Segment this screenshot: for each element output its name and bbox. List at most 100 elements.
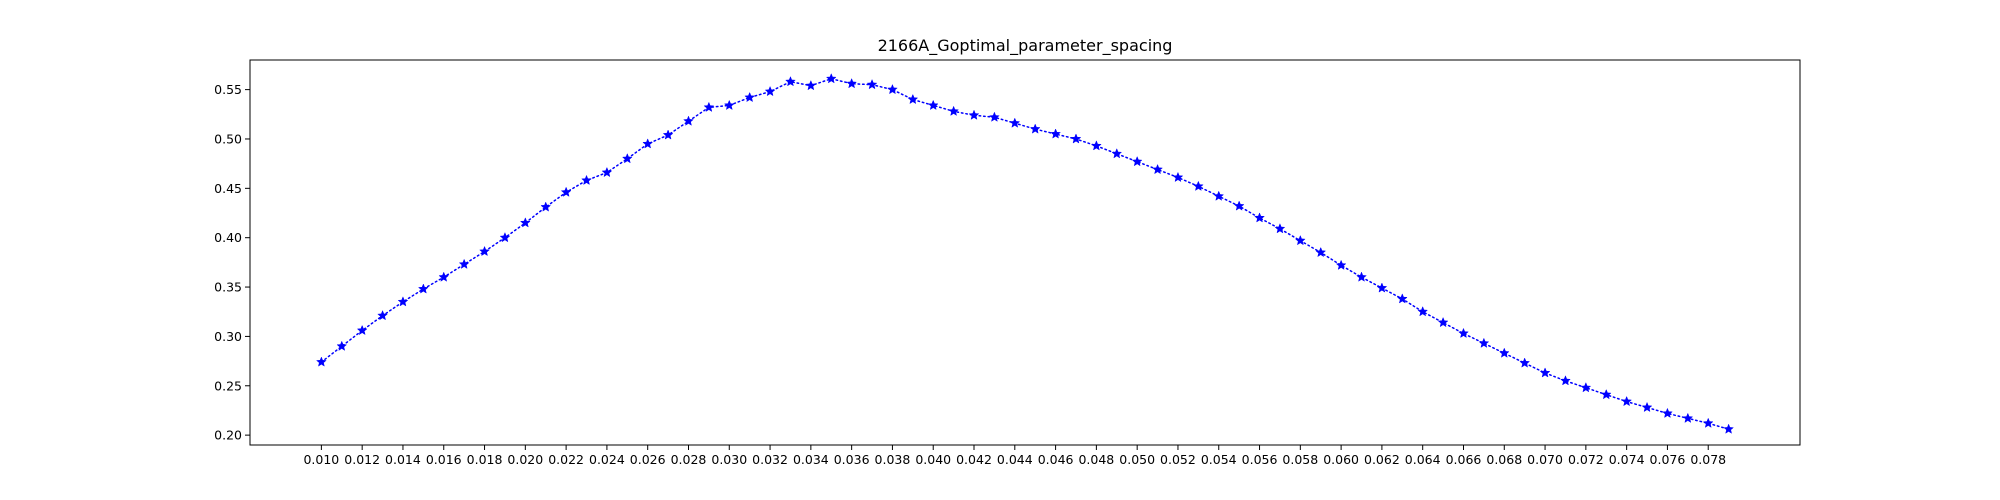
series-line	[320, 77, 1730, 430]
data-point	[479, 245, 490, 257]
x-tick-label: 0.070	[1527, 452, 1563, 467]
data-point	[438, 271, 450, 282]
data-point	[540, 201, 552, 212]
data-point	[1376, 282, 1388, 293]
data-point	[703, 101, 715, 112]
y-tick-label: 0.25	[214, 378, 242, 393]
data-point	[1437, 316, 1449, 328]
y-tick-label: 0.50	[214, 131, 242, 146]
data-point	[1152, 163, 1163, 175]
data-point	[336, 340, 348, 351]
data-point	[499, 232, 511, 243]
data-point	[846, 78, 858, 89]
data-point	[927, 99, 939, 111]
data-point	[1621, 395, 1633, 407]
data-point	[1539, 367, 1551, 378]
x-tick-label: 0.016	[426, 452, 462, 467]
data-point	[1396, 293, 1408, 304]
data-point	[1131, 156, 1143, 167]
data-point	[356, 324, 368, 336]
x-tick-label: 0.010	[303, 452, 339, 467]
x-tick-label: 0.046	[1038, 452, 1074, 467]
x-tick-label: 0.040	[915, 452, 951, 467]
data-point	[764, 85, 776, 97]
data-point	[377, 310, 388, 321]
x-tick-label: 0.038	[875, 452, 911, 467]
x-axis: 0.010 0.012 0.014 0.016 0.018 0.020 0.022 0.024…	[303, 445, 1726, 467]
x-tick-label: 0.066	[1446, 452, 1482, 467]
x-tick-label: 0.012	[344, 452, 380, 467]
data-point	[825, 73, 837, 84]
x-tick-label: 0.042	[956, 452, 992, 467]
data-point	[1090, 140, 1102, 151]
data-point	[519, 217, 531, 228]
data-point	[1213, 190, 1225, 201]
x-tick-label: 0.022	[548, 452, 584, 467]
x-tick-label: 0.030	[711, 452, 747, 467]
x-tick-label: 0.078	[1690, 452, 1726, 467]
data-point	[621, 153, 633, 164]
y-tick-label: 0.30	[214, 329, 242, 344]
data-point	[1560, 375, 1571, 386]
data-point	[642, 138, 654, 149]
data-point	[1702, 417, 1714, 428]
data-point	[805, 79, 817, 91]
data-point	[723, 99, 735, 111]
data-point	[989, 111, 1000, 122]
x-tick-label: 0.074	[1609, 452, 1645, 467]
data-point	[1600, 388, 1612, 400]
data-point	[1254, 212, 1265, 223]
x-tick-label: 0.054	[1201, 452, 1237, 467]
data-point	[1111, 148, 1123, 159]
data-point	[581, 174, 592, 186]
x-tick-label: 0.014	[385, 452, 421, 467]
data-point	[1315, 246, 1327, 258]
x-tick-label: 0.018	[467, 452, 503, 467]
data-point	[1478, 337, 1490, 348]
data-point	[1641, 401, 1653, 413]
data-point	[1723, 423, 1735, 434]
data-point	[1009, 117, 1021, 128]
x-tick-label: 0.058	[1282, 452, 1318, 467]
y-tick-label: 0.55	[214, 82, 242, 97]
data-point	[315, 356, 327, 367]
data-point	[397, 296, 409, 307]
y-tick-label: 0.35	[214, 280, 242, 295]
data-point	[1356, 271, 1367, 282]
data-point	[560, 186, 572, 197]
x-tick-label: 0.072	[1568, 452, 1604, 467]
data-point	[1050, 128, 1061, 139]
data-point	[948, 105, 960, 116]
data-point	[1029, 123, 1041, 134]
y-tick-label: 0.20	[214, 428, 242, 443]
data-point	[1580, 382, 1592, 393]
data-point	[1070, 133, 1082, 144]
data-point	[968, 109, 980, 120]
data-point	[1458, 327, 1469, 339]
x-tick-label: 0.028	[671, 452, 707, 467]
data-point	[1417, 306, 1429, 317]
data-point	[887, 83, 898, 95]
data-point	[1335, 259, 1347, 270]
x-tick-label: 0.044	[997, 452, 1033, 467]
y-tick-label: 0.40	[214, 230, 242, 245]
x-tick-label: 0.032	[752, 452, 788, 467]
x-tick-label: 0.050	[1119, 452, 1155, 467]
data-point	[683, 115, 694, 126]
data-point	[1682, 412, 1694, 423]
data-point	[744, 91, 756, 103]
series-group	[315, 73, 1735, 434]
data-point	[1274, 223, 1286, 234]
data-point	[1498, 347, 1510, 358]
x-tick-label: 0.052	[1160, 452, 1196, 467]
x-tick-label: 0.034	[793, 452, 829, 467]
x-tick-label: 0.024	[589, 452, 625, 467]
chart-title: 2166A_Goptimal_parameter_spacing	[878, 36, 1173, 56]
data-point	[1519, 357, 1531, 368]
x-tick-label: 0.036	[834, 452, 870, 467]
data-point	[1662, 407, 1673, 419]
data-point	[1172, 171, 1184, 183]
data-point	[866, 79, 878, 90]
data-point	[907, 93, 919, 105]
